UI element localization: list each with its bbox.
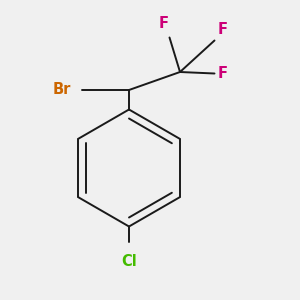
Text: F: F (218, 66, 227, 81)
Text: F: F (218, 22, 227, 38)
Text: F: F (158, 16, 169, 32)
Text: Cl: Cl (121, 254, 137, 268)
Text: Br: Br (52, 82, 70, 98)
